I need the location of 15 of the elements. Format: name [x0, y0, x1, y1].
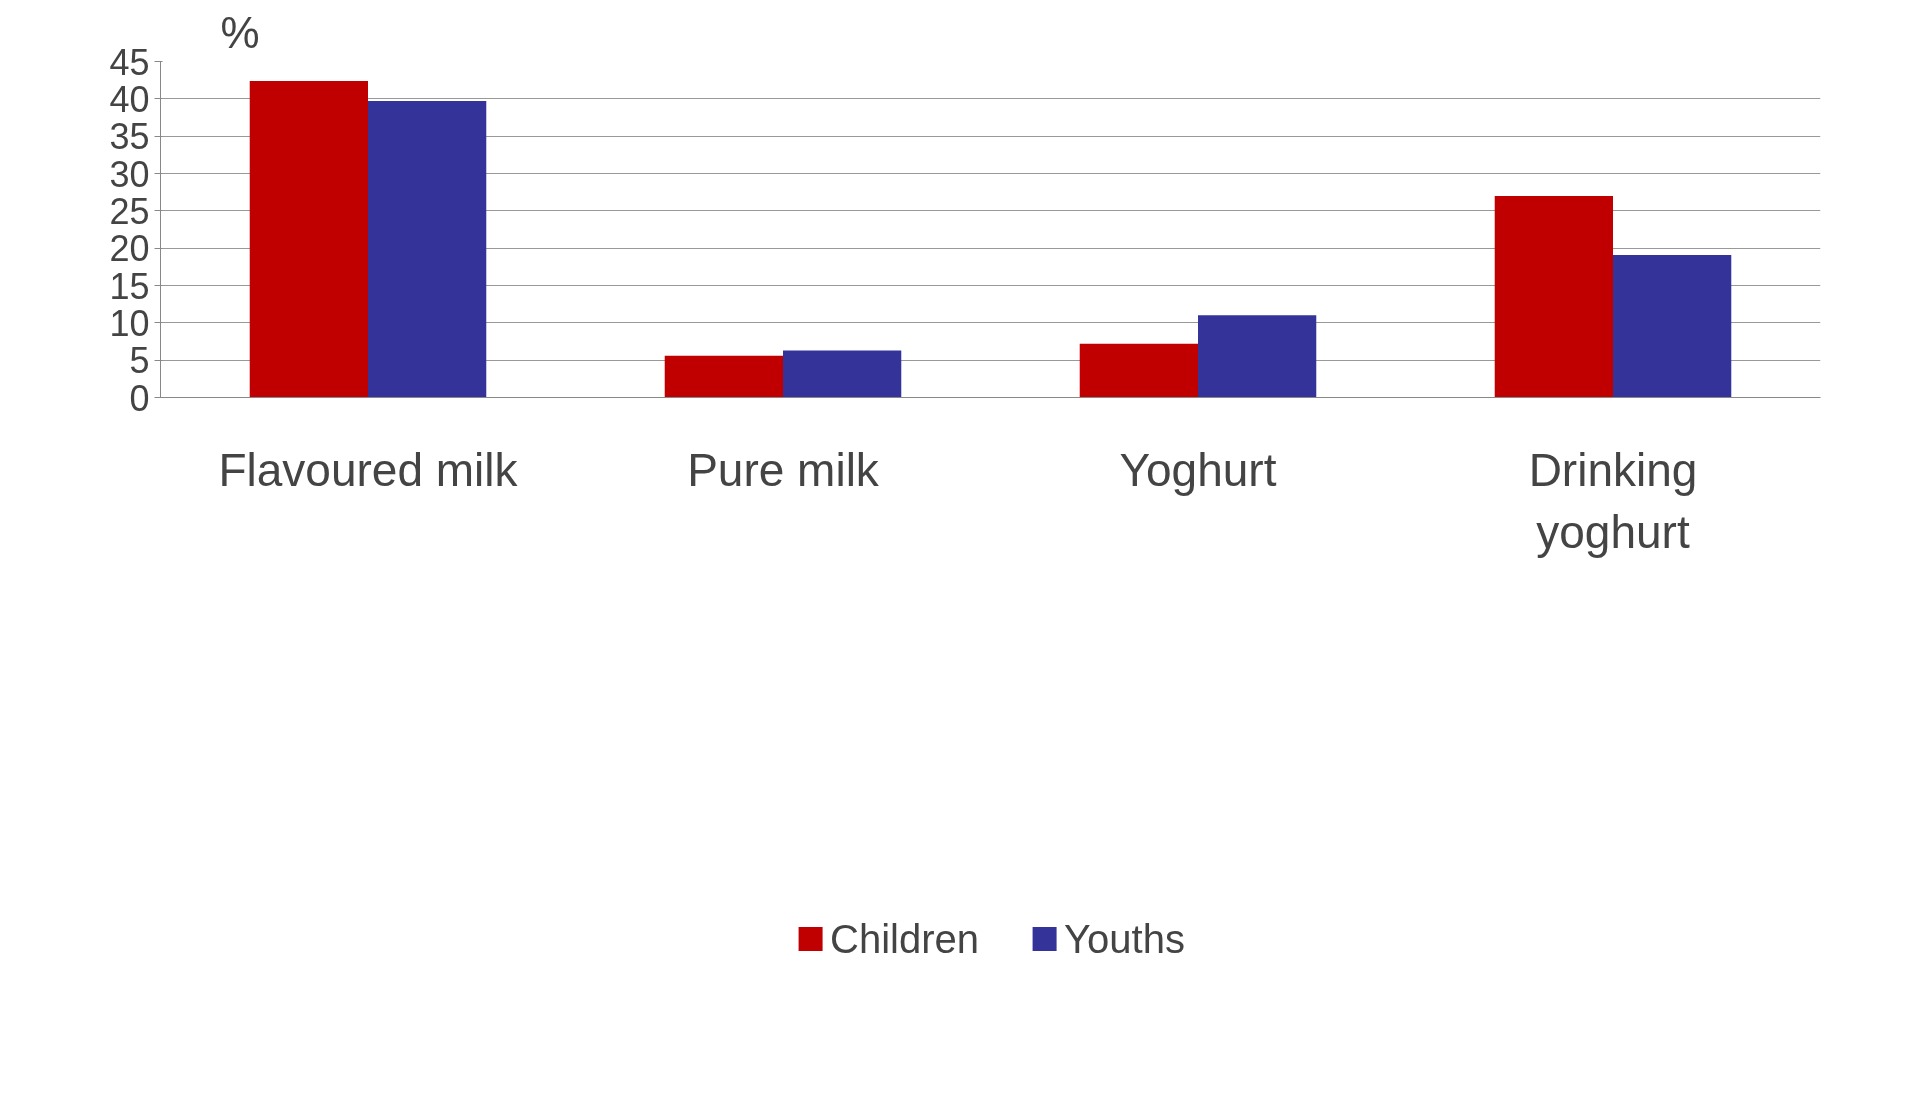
x-tick-label: Yoghurt	[1119, 443, 1277, 496]
x-tick-label: Flavoured milk	[218, 443, 519, 496]
bar	[368, 101, 487, 398]
bar	[783, 350, 902, 398]
bar	[1198, 315, 1317, 398]
x-tick-label: Drinking yoghurt	[1528, 443, 1698, 558]
bar	[249, 80, 368, 398]
legend-label: Youths	[1064, 916, 1185, 962]
bar	[1079, 343, 1198, 398]
y-axis-title: %	[220, 7, 260, 57]
legend-label: Children	[830, 916, 980, 962]
x-tick-label: Pure milk	[687, 443, 880, 496]
bar	[1494, 195, 1613, 398]
bar	[1613, 254, 1732, 398]
bar	[664, 355, 783, 398]
